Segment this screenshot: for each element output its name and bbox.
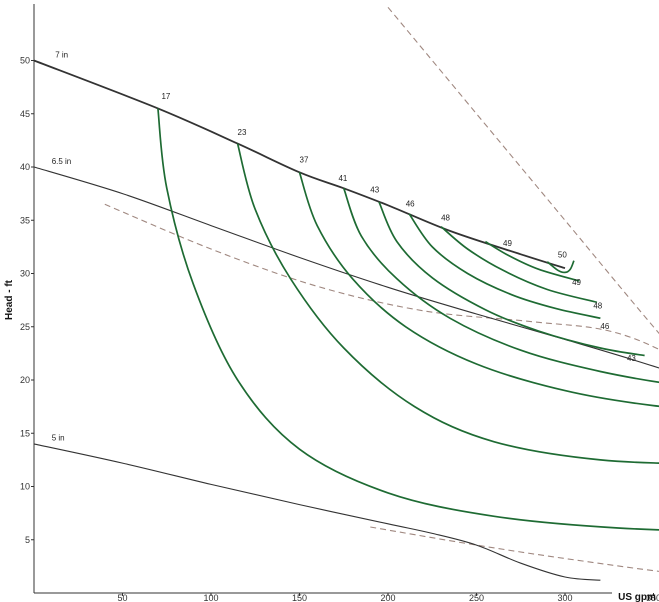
x-axis-label: US gpm — [618, 592, 656, 602]
tick-labels: 5010015020025030035040045050055060051015… — [20, 56, 659, 602]
impeller-curve-label: 7 in — [55, 50, 68, 59]
impeller-curve — [33, 166, 659, 369]
efficiency-label-top: 43 — [370, 186, 379, 195]
efficiency-curve — [378, 201, 645, 357]
impeller-curve-label: 5 in — [52, 434, 65, 443]
chart-axes — [31, 4, 654, 596]
efficiency-label-bottom: 49 — [572, 278, 581, 287]
efficiency-label-top: 49 — [503, 239, 512, 248]
x-tick-label: 100 — [203, 593, 218, 602]
efficiency-curve — [157, 108, 659, 531]
power-curve — [104, 203, 659, 351]
efficiency-curve — [440, 225, 598, 304]
efficiency-label-bottom: 43 — [627, 354, 636, 363]
x-tick-label: 150 — [292, 593, 307, 602]
x-tick-label: 350 — [646, 593, 659, 602]
curve-layer — [33, 6, 659, 581]
efficiency-label-bottom: 46 — [600, 322, 609, 331]
power-curve — [370, 526, 659, 572]
curve-labels: 5 hp3 hp7 in6.5 in5 in171723233737414143… — [52, 50, 637, 443]
y-tick-label: 35 — [20, 215, 30, 225]
y-tick-label: 50 — [20, 56, 30, 66]
efficiency-curve — [298, 172, 659, 408]
y-tick-label: 15 — [20, 428, 30, 438]
efficiency-curve — [343, 188, 659, 384]
efficiency-curve — [546, 260, 575, 274]
x-tick-label: 250 — [469, 593, 484, 602]
y-tick-label: 10 — [20, 482, 30, 492]
y-tick-label: 45 — [20, 109, 30, 119]
y-tick-label: 20 — [20, 375, 30, 385]
x-tick-label: 300 — [557, 593, 572, 602]
efficiency-curve — [484, 240, 580, 282]
x-tick-label: 200 — [380, 593, 395, 602]
y-tick-label: 5 — [25, 535, 30, 545]
impeller-curve — [33, 443, 601, 581]
y-tick-label: 25 — [20, 322, 30, 332]
efficiency-label-top: 41 — [338, 174, 347, 183]
efficiency-label-bottom: 48 — [593, 302, 602, 311]
y-tick-label: 30 — [20, 269, 30, 279]
y-axis-label: Head - ft — [4, 279, 15, 320]
efficiency-label-top: 23 — [238, 128, 247, 137]
x-tick-label: 50 — [117, 593, 127, 602]
power-curve — [387, 6, 659, 335]
efficiency-curve — [236, 143, 659, 464]
efficiency-label-top: 46 — [406, 199, 415, 208]
efficiency-curve — [408, 213, 601, 320]
efficiency-label-top: 50 — [558, 251, 567, 260]
efficiency-label-top: 37 — [300, 156, 309, 165]
impeller-curve-label: 6.5 in — [52, 157, 72, 166]
efficiency-label-top: 48 — [441, 213, 450, 222]
y-tick-label: 40 — [20, 162, 30, 172]
efficiency-label-top: 17 — [161, 92, 170, 101]
